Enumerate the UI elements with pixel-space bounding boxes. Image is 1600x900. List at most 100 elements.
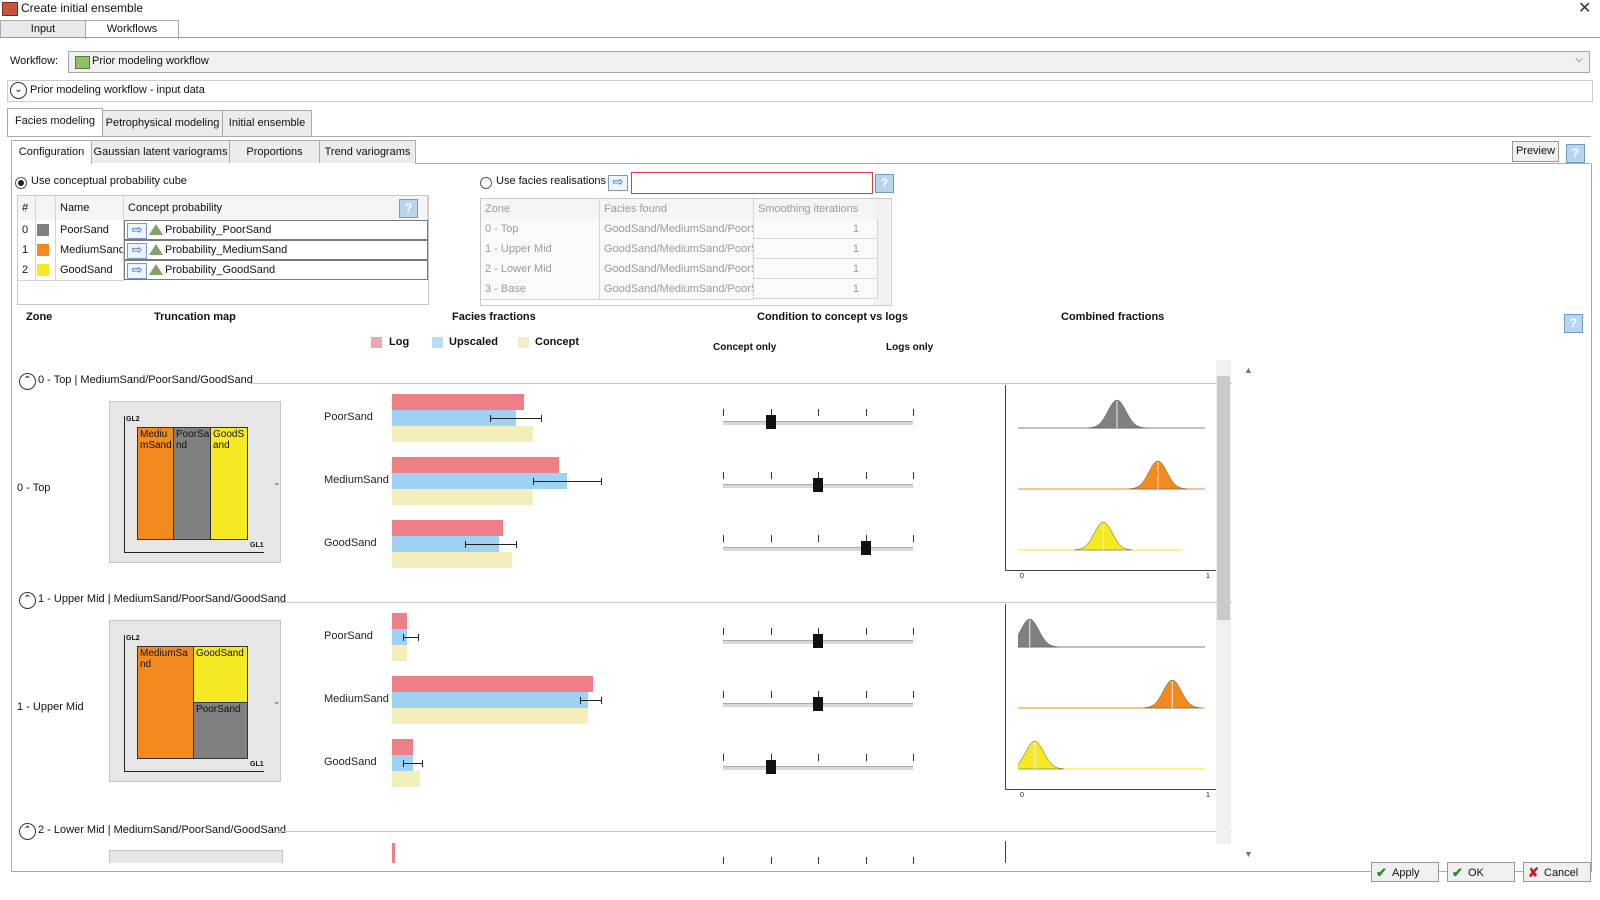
combined-frame [1005,385,1006,570]
arrow-icon[interactable]: ⇨ [608,175,628,191]
ok-button[interactable]: ✔ OK [1447,862,1515,882]
zone-facies: GoodSand/MediumSand/PoorSa [600,279,754,300]
tmap-region-medium: MediumSand [137,646,194,759]
concept-probability-field[interactable]: ⇨ Probability_PoorSand [124,220,428,240]
slider-thumb[interactable] [813,697,823,711]
help-icon[interactable]: ? [875,174,894,193]
slider-thumb[interactable] [860,541,871,555]
legend-concept: Concept [535,336,579,348]
tab-gaussian-latent-variograms[interactable]: Gaussian latent variograms [91,140,230,163]
tab-proportions[interactable]: Proportions [229,140,320,163]
concept-probability-field[interactable]: ⇨ Probability_MediumSand [124,240,428,260]
concept-probability-value: Probability_GoodSand [165,264,276,276]
slider-tick [865,472,867,479]
bar-upscaled [392,536,499,552]
tab-configuration[interactable]: Configuration [11,140,92,164]
slider-label-logs-only: Logs only [886,342,934,353]
chevron-down-icon[interactable]: ⌄ [273,477,281,487]
slider-thumb[interactable] [765,760,776,774]
tab-initial-ensemble[interactable]: Initial ensemble [222,110,312,136]
help-icon[interactable]: ? [1564,314,1583,333]
slider-tick [818,691,819,698]
zone-rule [250,383,1232,384]
zone-iterations[interactable]: 1 [754,239,878,259]
preview-button[interactable]: Preview [1512,141,1559,162]
tab-trend-variograms[interactable]: Trend variograms [319,140,416,163]
scroll-down-icon[interactable]: ▼ [1244,849,1253,859]
truncation-map[interactable]: GL2 GL1 ⌄ MediumSand GoodSand PoorSand [109,620,281,782]
collapse-icon[interactable]: ⌄ [10,82,27,99]
condition-slider[interactable] [723,421,913,425]
slider-thumb[interactable] [813,634,823,648]
axis-label-gl1: GL1 [250,761,264,768]
zone-rule [278,602,1232,603]
slider-thumb[interactable] [765,415,776,429]
error-bar [490,418,542,419]
slider-tick [866,857,867,864]
slider-tick [771,857,772,864]
close-icon[interactable]: ✕ [1578,0,1592,17]
zone-name: 3 - Base [481,279,600,300]
conceptual-radio[interactable] [15,177,27,189]
tab-input[interactable]: Input [0,20,86,38]
slider-tick [770,691,772,698]
arrow-icon[interactable]: ⇨ [127,263,147,279]
chevron-down-icon: ⌵ [1575,54,1583,65]
realisations-radio[interactable] [480,177,492,189]
collapse-icon[interactable]: ⌃ [19,823,36,840]
condition-slider[interactable] [723,547,913,551]
slider-tick [818,754,819,761]
tmap-region-medium: MediumSand [137,427,174,540]
slider-tick [723,857,724,864]
help-icon[interactable]: ? [1566,144,1585,163]
header-condition: Condition to concept vs logs [757,311,908,323]
zone-iterations[interactable]: 1 [754,219,878,239]
arrow-icon[interactable]: ⇨ [127,223,147,239]
tab-divider [7,136,1591,137]
bar-log [392,394,525,410]
workflow-select[interactable]: Prior modeling workflow ⌵ [68,51,1590,73]
tab-workflows[interactable]: Workflows [85,20,179,39]
error-bar-cap [601,478,603,485]
col-header-smoothing: Smoothing iterations [754,199,879,220]
slider-tick [818,857,819,864]
truncation-map[interactable]: GL2 GL1 ⌄ MediumSand PoorSand GoodSand [109,401,281,563]
bar-log [392,739,414,755]
error-bar-cap [417,634,419,641]
combined-fraction-curve [1018,460,1205,490]
slider-tick [770,409,772,416]
zone-table-scrollbar[interactable] [874,199,890,305]
slider-tick [913,691,914,698]
error-bar [402,637,418,638]
axis-line [124,552,264,553]
tab-facies-modeling[interactable]: Facies modeling [7,108,103,137]
tmap-region-good: GoodSand [193,646,248,703]
col-header-facies-found: Facies found [600,199,754,220]
collapse-icon[interactable]: ⌃ [19,373,36,390]
zone-iterations[interactable]: 1 [754,279,878,299]
surface-icon [149,264,163,275]
scrollbar-thumb[interactable] [1217,376,1230,620]
slider-thumb[interactable] [813,478,823,492]
arrow-icon[interactable]: ⇨ [127,243,147,259]
scroll-up-icon[interactable]: ▲ [1244,365,1253,375]
facies-swatch [37,244,49,256]
cancel-button[interactable]: ✘ Cancel [1523,862,1591,882]
surface-icon [149,244,163,255]
tab-petrophysical-modeling[interactable]: Petrophysical modeling [102,110,223,136]
cancel-label: Cancel [1544,867,1579,879]
realisations-input[interactable] [631,172,873,194]
collapse-icon[interactable]: ⌃ [19,592,36,609]
bar-concept [392,552,512,568]
chevron-down-icon[interactable]: ⌄ [273,696,281,706]
apply-button[interactable]: ✔ Apply [1371,862,1439,882]
bar-upscaled [392,473,568,489]
zone-iterations[interactable]: 1 [754,259,878,279]
help-icon[interactable]: ? [399,199,418,218]
concept-probability-field[interactable]: ⇨ Probability_GoodSand [124,260,428,280]
combined-fraction-peak [1018,740,1064,770]
condition-slider[interactable] [723,766,913,770]
combined-fraction-peak [1018,618,1059,648]
error-bar-cap [421,760,423,767]
window-title: Create initial ensemble [21,1,144,15]
